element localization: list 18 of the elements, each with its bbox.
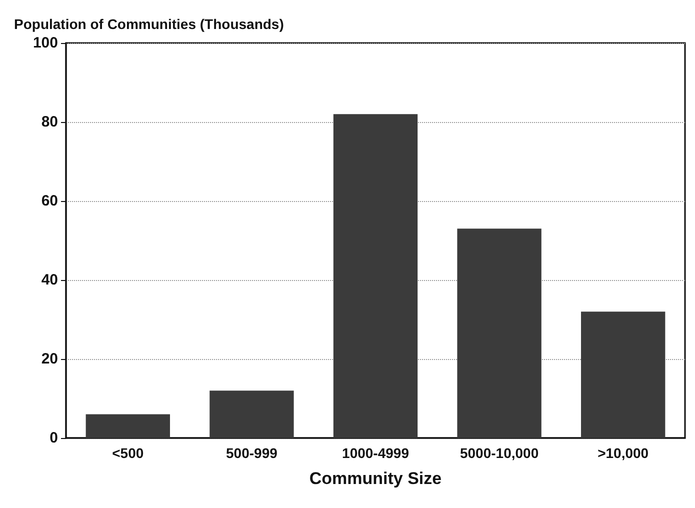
bar (86, 414, 170, 438)
x-tick-label: 5000-10,000 (460, 445, 539, 461)
y-tick-label: 20 (41, 350, 58, 368)
bar (210, 390, 294, 438)
x-tick-label: >10,000 (598, 445, 649, 461)
y-tick-label: 60 (41, 192, 58, 210)
y-tick-label: 80 (41, 114, 58, 130)
x-tick-label: 1000-4999 (342, 445, 410, 461)
x-tick-label: <500 (112, 445, 144, 461)
x-axis-title: Community Size (309, 469, 442, 488)
bar (457, 228, 542, 438)
y-tick-label: 0 (50, 430, 58, 446)
y-tick-label: 40 (41, 272, 58, 288)
bar (333, 114, 418, 438)
y-tick-label: 100 (32, 34, 58, 52)
y-axis-title: Population of Communities (Thousands) (14, 16, 284, 32)
bar (581, 312, 666, 438)
x-tick-label: 500-999 (226, 445, 278, 461)
